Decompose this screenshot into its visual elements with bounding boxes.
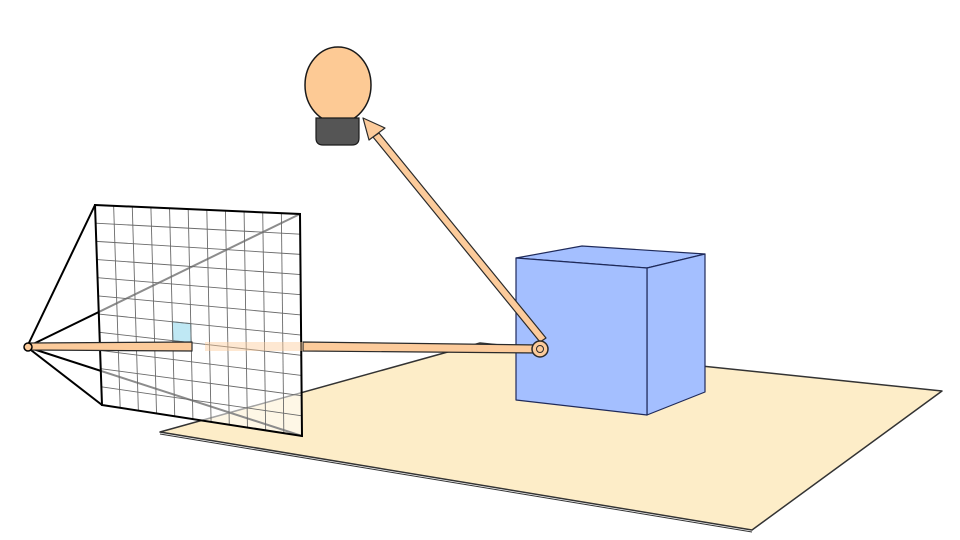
image-plane-grid (93, 203, 304, 438)
frustum-edge-bottom (26, 346, 103, 406)
floor-edge-thickness (159, 433, 753, 533)
image-plane-border (93, 203, 304, 438)
frustum-edge-top (26, 204, 96, 348)
grid-line-vertical (150, 207, 157, 414)
grid-line-horizontal (100, 368, 302, 397)
grid-line-vertical (169, 208, 176, 417)
grid-line-horizontal (98, 313, 302, 336)
grid-line-vertical (280, 213, 285, 434)
grid-line-vertical (187, 209, 194, 420)
grid-line-horizontal (101, 386, 302, 417)
grid-line-vertical (225, 210, 230, 425)
grid-line-vertical (243, 211, 248, 428)
intersection-point-inner (536, 345, 544, 353)
floor-plane (159, 342, 943, 531)
shadow-ray-arrowhead (362, 117, 386, 141)
cube-side-face (646, 253, 706, 416)
light-bulb-glass (304, 46, 372, 124)
camera-eye-point-icon (23, 342, 33, 352)
grid-line-vertical (262, 212, 267, 431)
grid-line-horizontal (96, 259, 301, 275)
image-plane-surface (95, 205, 302, 436)
cube-object (515, 245, 706, 416)
grid-line-horizontal (99, 331, 302, 356)
primary-ray-through-plane (205, 342, 303, 351)
light-bulb-icon (304, 46, 372, 146)
grid-line-vertical (131, 206, 139, 411)
grid-line-horizontal (95, 222, 301, 235)
grid-line-vertical (113, 205, 121, 408)
primary-ray-right-segment (302, 341, 541, 354)
light-bulb-base (315, 117, 360, 146)
grid-line-horizontal (98, 295, 301, 316)
primary-ray-left-segment (29, 341, 193, 352)
shadow-ray (372, 132, 547, 343)
grid-line-horizontal (96, 240, 301, 255)
grid-line-horizontal (100, 350, 302, 376)
grid-line-vertical (206, 209, 212, 422)
grid-line-horizontal (97, 277, 301, 296)
highlighted-pixel (171, 321, 192, 344)
